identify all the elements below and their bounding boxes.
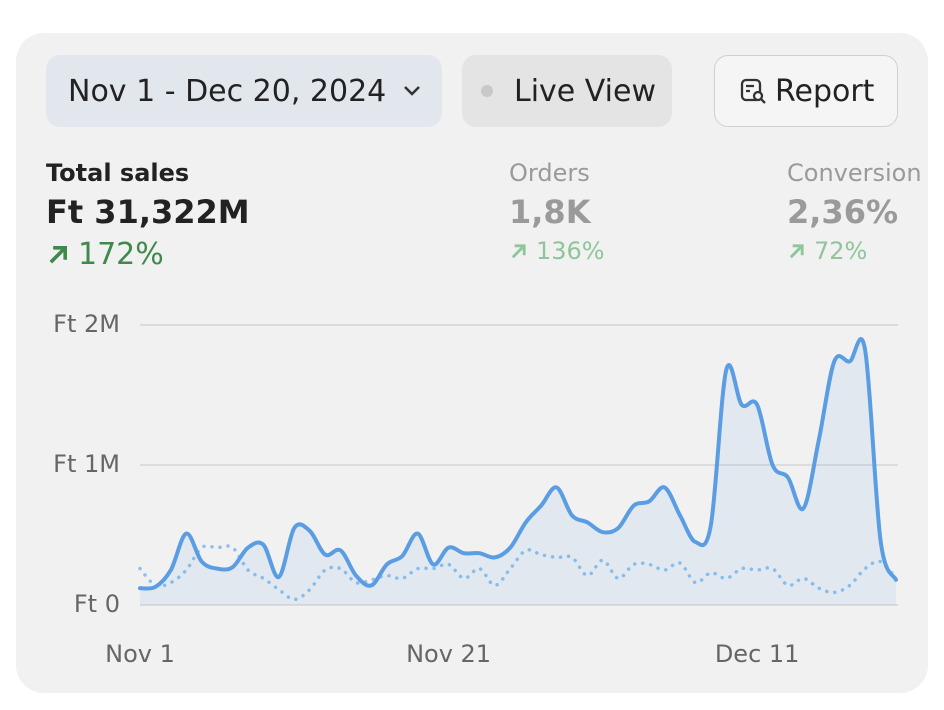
y-tick-label: Ft 1M [53,450,120,478]
report-icon [740,78,766,104]
metric: Orders 1,8K 136% [509,159,605,265]
sales-line [138,337,898,591]
x-tick-label: Nov 1 [105,640,175,668]
y-tick-label: Ft 0 [74,590,120,618]
report-button[interactable]: Report [714,55,898,127]
chevron-icon [404,86,421,96]
up-arrow-icon [511,243,526,258]
metric-value: 1,8K [509,193,591,231]
metric-label: Orders [509,159,590,187]
x-tick-label: Nov 21 [406,640,491,668]
change-value: 136% [536,237,605,265]
report: Report [775,73,875,109]
date-range-button[interactable]: Nov 1 - Dec 20, 2024 [46,55,442,127]
y-tick-label: Ft 2M [53,310,120,338]
metric-value: 2,36% [787,193,899,231]
sales-card: Nov 1 - Dec 20, 2024 Live View Report To… [16,33,928,693]
up-arrow-icon [49,245,67,263]
metric: Total sales Ft 31,322M 172% [46,159,250,272]
metric-change: 136% [509,237,605,265]
metric-label: Total sales [46,159,190,187]
live-dot [481,85,493,97]
x-tick-label: Dec 11 [715,640,800,668]
metric: Conversion 2,36% 72% [787,159,922,265]
metric-label: Conversion [787,159,922,187]
date-range: Nov 1 - Dec 20, 2024 [68,73,387,109]
area [140,339,896,605]
live-view-button[interactable]: Live View [462,55,672,127]
metric-value: Ft 31,322M [46,193,250,231]
live-view: Live View [514,73,656,109]
change-value: 172% [78,237,164,272]
change-value: 72% [814,237,868,265]
metric-change: 172% [46,237,250,272]
up-arrow-icon [789,243,804,258]
comparison-line [138,544,898,602]
metric-change: 72% [787,237,922,265]
